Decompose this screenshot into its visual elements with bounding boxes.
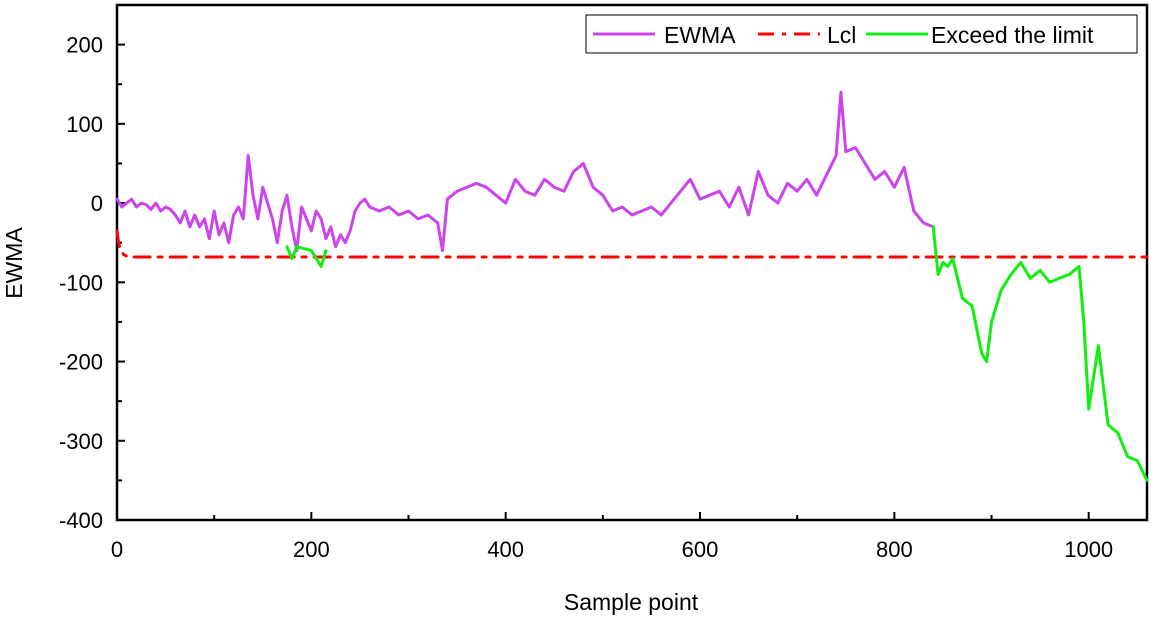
x-tick-label: 1000	[1064, 537, 1113, 562]
x-tick-label: 800	[876, 537, 913, 562]
x-tick-label: 400	[487, 537, 524, 562]
y-axis-ticks: 200 100 0 -100 -200 -300 -400	[59, 4, 125, 533]
y-tick-label: 100	[66, 112, 103, 137]
series-line-exceed-the-limit	[931, 225, 1149, 482]
x-tick-label: 200	[293, 537, 330, 562]
x-tick-label: 600	[682, 537, 719, 562]
series-line-lcl	[115, 229, 1149, 259]
legend-exceed-label: Exceed the limit	[931, 22, 1094, 48]
legend-ewma-label: EWMA	[664, 22, 736, 48]
x-axis-ticks: 0 200 400 600 800 1000	[111, 512, 1113, 562]
legend-box	[585, 14, 1138, 54]
x-tick-label: 0	[111, 537, 123, 562]
series-line-exceed-the-limit-early-segments	[285, 245, 328, 268]
y-tick-label: -100	[59, 270, 103, 295]
legend-lcl-label: Lcl	[827, 22, 856, 48]
series-line-ewma	[115, 90, 935, 253]
y-tick-label: -400	[59, 508, 103, 533]
plot-frame	[115, 3, 1149, 522]
legend: EWMA Lcl Exceed the limit	[585, 14, 1138, 54]
y-axis-title: EWMA	[1, 227, 27, 299]
y-tick-label: 200	[66, 33, 103, 58]
y-tick-label: -200	[59, 350, 103, 375]
y-tick-label: -300	[59, 429, 103, 454]
series-lines	[115, 90, 1149, 482]
y-tick-label: 0	[91, 191, 103, 216]
x-axis-title: Sample point	[564, 589, 699, 615]
